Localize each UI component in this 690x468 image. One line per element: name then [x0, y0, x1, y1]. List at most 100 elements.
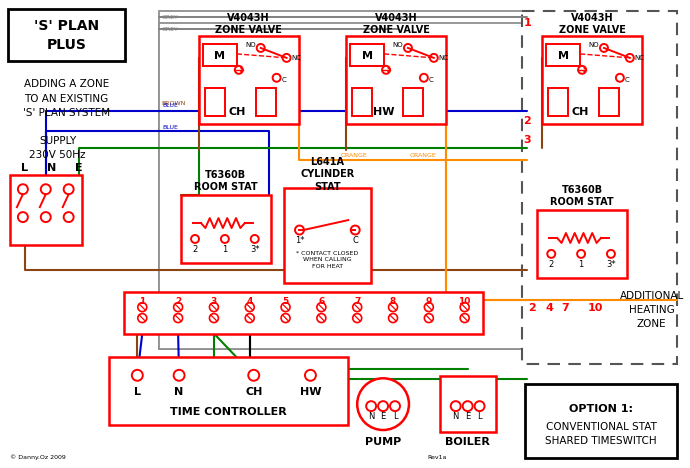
Circle shape [317, 314, 326, 322]
Text: L: L [477, 411, 482, 421]
Text: CH: CH [228, 107, 246, 117]
Bar [159, 11, 527, 350]
Bar [525, 384, 677, 458]
Text: C: C [353, 236, 358, 245]
Text: BROWN: BROWN [161, 101, 186, 106]
Text: 1: 1 [139, 297, 146, 306]
Text: 7: 7 [561, 303, 569, 313]
Text: 8: 8 [390, 297, 396, 306]
Circle shape [424, 314, 433, 322]
Text: 2: 2 [193, 245, 197, 255]
Circle shape [600, 44, 608, 52]
Text: HW: HW [299, 387, 321, 397]
Circle shape [475, 401, 484, 411]
Text: M: M [362, 51, 373, 61]
Text: NO: NO [393, 42, 403, 48]
Text: 10: 10 [587, 303, 602, 313]
Text: © Danny.Oz 2009: © Danny.Oz 2009 [10, 454, 66, 460]
Circle shape [174, 370, 184, 381]
Text: 2: 2 [524, 116, 531, 125]
Circle shape [210, 314, 219, 322]
Circle shape [420, 74, 428, 82]
Text: E: E [75, 163, 82, 173]
Text: 1*: 1* [295, 236, 304, 245]
Text: N: N [175, 387, 184, 397]
Circle shape [353, 314, 362, 322]
Text: NC: NC [439, 55, 449, 61]
Text: E: E [465, 411, 471, 421]
Text: NC: NC [635, 55, 645, 61]
Text: T6360B
ROOM STAT: T6360B ROOM STAT [194, 170, 257, 192]
Circle shape [250, 235, 259, 243]
Text: TIME CONTROLLER: TIME CONTROLLER [170, 407, 287, 417]
Circle shape [390, 401, 400, 411]
Circle shape [424, 303, 433, 312]
Text: 3*: 3* [250, 245, 259, 255]
Circle shape [357, 378, 409, 430]
Text: N: N [47, 163, 57, 173]
Text: GREY: GREY [161, 27, 178, 32]
Circle shape [210, 303, 219, 312]
Circle shape [174, 314, 183, 322]
Circle shape [273, 74, 281, 82]
Text: PLUS: PLUS [47, 38, 87, 52]
Circle shape [353, 303, 362, 312]
Circle shape [404, 44, 412, 52]
Text: BOILER: BOILER [445, 437, 490, 447]
Circle shape [63, 184, 74, 194]
Circle shape [41, 184, 51, 194]
Bar [549, 88, 568, 116]
Circle shape [460, 314, 469, 322]
Text: PUMP: PUMP [365, 437, 401, 447]
Circle shape [366, 401, 376, 411]
Bar [284, 188, 371, 283]
Text: ORANGE: ORANGE [340, 154, 367, 158]
Text: 7: 7 [354, 297, 360, 306]
Circle shape [283, 54, 290, 62]
Circle shape [388, 314, 397, 322]
Circle shape [138, 314, 147, 322]
Circle shape [616, 74, 624, 82]
Circle shape [295, 226, 304, 234]
Circle shape [18, 184, 28, 194]
Text: BLUE: BLUE [162, 102, 178, 108]
Text: ADDING A ZONE
TO AN EXISTING
'S' PLAN SYSTEM: ADDING A ZONE TO AN EXISTING 'S' PLAN SY… [23, 79, 110, 118]
Text: 1: 1 [524, 18, 531, 28]
Text: 6: 6 [318, 297, 324, 306]
Circle shape [317, 303, 326, 312]
Text: BLUE: BLUE [162, 124, 178, 130]
Text: 1: 1 [222, 245, 228, 255]
Text: Rev1a: Rev1a [428, 455, 447, 460]
Circle shape [248, 370, 259, 381]
Circle shape [547, 250, 555, 258]
Circle shape [138, 303, 147, 312]
Text: GREY: GREY [161, 15, 178, 20]
Circle shape [463, 401, 473, 411]
Text: ADDITIONAL
HEATING
ZONE: ADDITIONAL HEATING ZONE [620, 291, 684, 329]
Text: C: C [429, 77, 433, 83]
Text: CONVENTIONAL STAT
SHARED TIMESWITCH: CONVENTIONAL STAT SHARED TIMESWITCH [545, 422, 657, 446]
Circle shape [378, 401, 388, 411]
Text: L: L [21, 163, 28, 173]
Text: V4043H
ZONE VALVE: V4043H ZONE VALVE [362, 13, 429, 35]
Text: V4043H
ZONE VALVE: V4043H ZONE VALVE [559, 13, 625, 35]
Circle shape [41, 212, 51, 222]
Text: 5: 5 [282, 297, 288, 306]
Bar [351, 44, 384, 66]
Text: N: N [453, 411, 459, 421]
Bar [522, 11, 677, 365]
Bar [159, 23, 527, 350]
Text: E: E [380, 411, 386, 421]
Circle shape [191, 235, 199, 243]
Bar [538, 210, 627, 278]
Bar [599, 88, 619, 116]
Circle shape [460, 303, 469, 312]
Text: L: L [393, 411, 397, 421]
Text: 1: 1 [578, 260, 584, 270]
Text: L: L [134, 387, 141, 397]
Text: C: C [625, 77, 629, 83]
Text: CH: CH [245, 387, 262, 397]
Text: NO: NO [589, 42, 599, 48]
Circle shape [245, 303, 254, 312]
Bar [181, 195, 270, 263]
